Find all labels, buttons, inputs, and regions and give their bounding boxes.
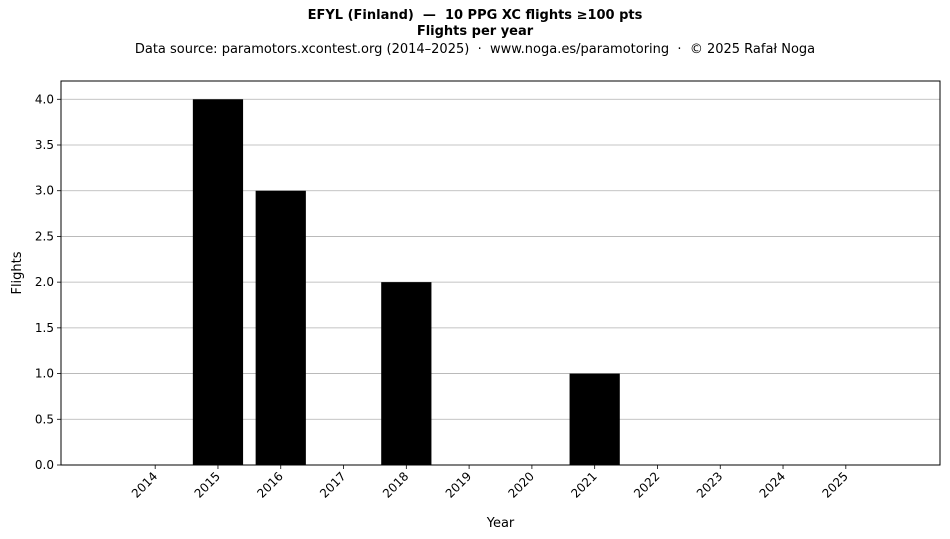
x-tick-label: 2023 — [694, 469, 725, 500]
plot-frame — [60, 80, 941, 466]
y-axis-label: Flights — [10, 251, 25, 294]
x-tick-label: 2022 — [631, 469, 662, 500]
y-tick-label: 3.5 — [35, 138, 54, 152]
chart-title-secondary: Flights per year — [416, 24, 534, 39]
x-tick-label: 2014 — [129, 469, 160, 500]
x-tick-label: 2015 — [192, 469, 223, 500]
x-tick-label: 2017 — [317, 469, 348, 500]
x-tick-label: 2016 — [254, 469, 285, 500]
bar-2018 — [381, 282, 432, 465]
y-tick-label: 0.5 — [35, 412, 54, 426]
bar-2015 — [192, 99, 244, 466]
bar-2016 — [255, 190, 306, 465]
chart-subtitle: Data source: paramotors.xcontest.org (20… — [134, 42, 816, 57]
x-tick-label: 2020 — [506, 469, 537, 500]
y-axis: 0.0 0.5 1.0 1.5 2.0 2.5 3.0 3.5 4.0 — [35, 92, 61, 472]
chart-title: EFYL (Finland) — 10 PPG XC flights ≥100 … — [307, 8, 643, 23]
y-tick-label: 1.0 — [35, 367, 54, 381]
x-tick-label: 2025 — [819, 469, 850, 500]
y-tick-label: 1.5 — [35, 321, 54, 335]
bar-2021 — [569, 373, 620, 465]
y-tick-label: 2.5 — [35, 229, 54, 243]
x-tick-label: 2019 — [443, 469, 474, 500]
x-axis: 2014 2015 2016 2017 2018 2019 2020 2021 2022 2023… — [129, 465, 851, 501]
chart-title-block: EFYL (Finland) — 10 PPG XC flights ≥100 … — [0, 8, 950, 58]
x-axis-label: Year — [486, 516, 515, 531]
y-tick-label: 3.0 — [35, 184, 54, 198]
x-tick-label: 2018 — [380, 469, 411, 500]
x-tick-label: 2021 — [568, 469, 599, 500]
y-tick-label: 2.0 — [35, 275, 54, 289]
y-tick-label: 4.0 — [35, 92, 54, 106]
x-tick-label: 2024 — [757, 469, 788, 500]
y-tick-label: 0.0 — [35, 458, 54, 472]
bars — [192, 99, 620, 466]
